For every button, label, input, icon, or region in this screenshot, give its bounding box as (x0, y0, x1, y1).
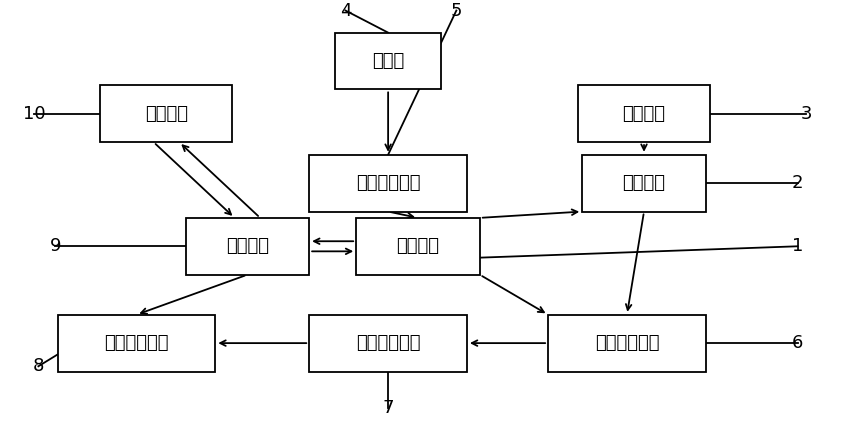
Text: 1: 1 (791, 237, 803, 255)
Text: 控制子站: 控制子站 (226, 237, 268, 255)
Text: 8: 8 (32, 357, 44, 375)
Text: 能源处理模块: 能源处理模块 (355, 174, 420, 192)
Bar (547, 315, 705, 372)
Bar (101, 85, 232, 142)
Bar (308, 315, 467, 372)
Bar (578, 85, 709, 142)
Text: 2: 2 (791, 174, 803, 192)
Text: 检测装置: 检测装置 (622, 105, 665, 123)
Text: 控制模块: 控制模块 (622, 174, 665, 192)
Text: 能源输送模块: 能源输送模块 (104, 334, 169, 352)
Text: 7: 7 (382, 400, 394, 417)
Bar (185, 218, 308, 275)
Text: 能源分配模块: 能源分配模块 (594, 334, 659, 352)
Text: 10: 10 (23, 105, 45, 123)
Text: 智能电表: 智能电表 (145, 105, 187, 123)
Bar (581, 155, 705, 212)
Text: 4: 4 (339, 2, 351, 19)
Bar (308, 155, 467, 212)
Bar (58, 315, 215, 372)
Bar (334, 33, 441, 90)
Text: 5: 5 (450, 2, 462, 19)
Text: 能源站: 能源站 (371, 52, 404, 70)
Bar (356, 218, 479, 275)
Text: 能源供应模块: 能源供应模块 (355, 334, 420, 352)
Text: 9: 9 (49, 237, 61, 255)
Text: 6: 6 (791, 334, 803, 352)
Text: 智能终端: 智能终端 (396, 237, 439, 255)
Text: 3: 3 (799, 105, 811, 123)
